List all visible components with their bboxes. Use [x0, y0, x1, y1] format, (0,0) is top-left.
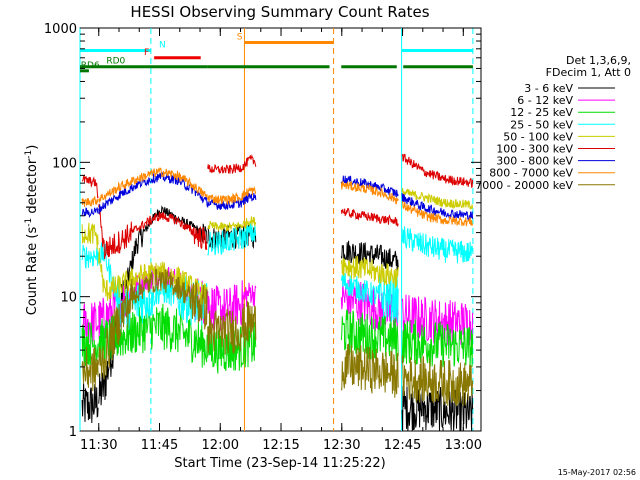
legend-label-6: 300 - 800 keV: [496, 155, 573, 168]
series-6-segment-2: [207, 192, 257, 210]
series-2-segment-0: [81, 322, 99, 367]
series-7-segment-4: [401, 201, 474, 227]
series-4-segment-4: [401, 188, 474, 210]
x-tick-label-4: 12:30: [323, 438, 360, 453]
axis-ticks: 11:30 11:45 12:00 12:15 12:30 12:45 13:00 1 10 10…: [44, 22, 482, 453]
series-4: [81, 188, 474, 306]
series-8-segment-0: [81, 346, 99, 392]
series-5: [82, 153, 474, 260]
series-1-segment-0: [81, 302, 99, 345]
flag-rd0-label: RD0: [106, 57, 125, 67]
y-tick-label-3: 1000: [44, 22, 77, 37]
series-3-segment-3: [340, 272, 399, 323]
y-tick-label-0: 1: [69, 425, 77, 440]
series-6-segment-1: [98, 170, 208, 214]
series-4-segment-0: [81, 222, 99, 250]
series-layer: [81, 153, 474, 432]
legend-label-8: 7000 - 20000 keV: [475, 179, 573, 192]
x-tick-label-3: 12:15: [262, 438, 299, 453]
series-7-segment-3: [340, 180, 399, 205]
y-axis-label: Count Rate (s-1 detector-1): [24, 145, 40, 316]
y-axis-label-end: ): [25, 145, 40, 150]
x-axis-label: Start Time (23-Sep-14 11:25:22): [174, 456, 385, 471]
series-6-segment-4: [401, 192, 474, 221]
series-6: [81, 170, 474, 221]
flag-rd6: RD6: [80, 61, 100, 73]
series-8-segment-1: [98, 269, 208, 380]
series-8-segment-4: [401, 354, 474, 407]
series-7: [81, 167, 474, 227]
series-6-segment-0: [81, 207, 99, 218]
series-5-segment-0: [82, 174, 99, 199]
legend-label-4: 50 - 100 keV: [503, 130, 573, 143]
vertical-markers: [79, 28, 474, 431]
series-4-segment-2: [207, 216, 257, 232]
flag-bars: NF S RD0 RD6: [80, 32, 473, 73]
series-4-segment-1: [98, 247, 208, 306]
chart-title: HESSI Observing Summary Count Rates: [130, 3, 429, 21]
x-tick-label-2: 12:00: [202, 438, 239, 453]
legend-label-3: 25 - 50 keV: [510, 118, 573, 131]
legend-header-1: FDecim 1, Att 0: [546, 66, 631, 79]
series-2-segment-3: [340, 309, 399, 362]
series-3-segment-4: [401, 226, 474, 264]
series-4-segment-3: [340, 256, 399, 289]
flag-f: F: [144, 48, 201, 60]
legend-label-1: 6 - 12 keV: [517, 94, 573, 107]
series-2-segment-4: [401, 319, 474, 370]
flag-s-label: S: [237, 32, 243, 42]
series-8-segment-2: [207, 301, 257, 355]
flag-f-label: F: [144, 48, 149, 58]
series-5-segment-1: [98, 203, 208, 260]
series-8-segment-3: [340, 343, 399, 398]
footer-timestamp: 15-May-2017 02:56: [558, 468, 636, 477]
x-tick-label-6: 13:00: [445, 438, 482, 453]
series-5-segment-2: [207, 153, 257, 174]
legend-header-0: Det 1,3,6,9,: [566, 54, 631, 67]
series-5-segment-4: [401, 153, 474, 188]
y-tick-label-2: 100: [52, 156, 77, 171]
series-5-segment-3: [340, 208, 399, 228]
x-tick-label-5: 12:45: [384, 438, 421, 453]
flag-s: S: [237, 32, 334, 44]
x-tick-label-1: 11:45: [141, 438, 178, 453]
legend-label-0: 3 - 6 keV: [524, 82, 573, 95]
flag-rd6-label: RD6: [81, 61, 100, 71]
series-0-segment-3: [340, 240, 399, 272]
legend-label-7: 800 - 7000 keV: [489, 167, 573, 180]
y-axis-label-mid: detector: [25, 158, 40, 218]
y-axis-label-main: Count Rate (s: [25, 227, 40, 316]
series-3-segment-2: [207, 221, 257, 256]
legend-label-5: 100 - 300 keV: [496, 143, 573, 156]
flag-rd0: RD0: [80, 57, 473, 69]
legend-label-2: 12 - 25 keV: [510, 106, 573, 119]
y-tick-label-1: 10: [60, 291, 77, 306]
series-7-segment-0: [81, 196, 99, 207]
series-8: [81, 269, 474, 407]
flag-n-label: N: [159, 40, 166, 50]
y-axis-label-sup1: -1: [24, 218, 34, 227]
series-3-segment-0: [81, 244, 99, 269]
x-tick-label-0: 11:30: [80, 438, 117, 453]
series-7-segment-2: [207, 186, 257, 205]
series-7-segment-1: [98, 167, 208, 203]
series-0-segment-0: [81, 383, 99, 424]
y-axis-label-sup2: -1: [24, 150, 34, 159]
flag-n: N: [80, 40, 473, 52]
series-0-segment-4: [401, 384, 474, 432]
